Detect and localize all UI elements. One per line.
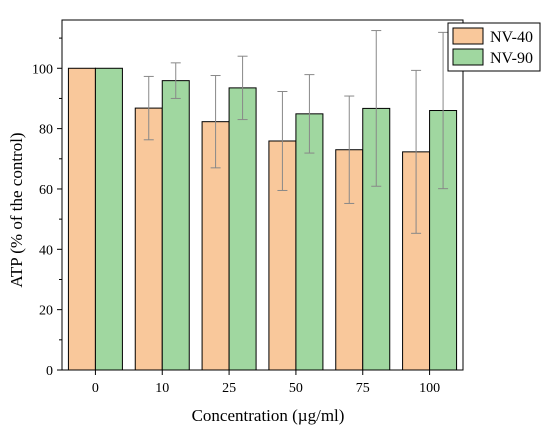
error-bar-nv-40-100 bbox=[411, 69, 422, 234]
error-bar-nv-40-25 bbox=[210, 75, 221, 169]
bars-layer bbox=[67, 67, 458, 371]
error-bar-nv-90-25 bbox=[237, 55, 248, 121]
y-tick-label-100: 100 bbox=[32, 62, 53, 77]
y-axis-label: ATP (% of the control) bbox=[7, 132, 26, 287]
error-bar-nv-90-100 bbox=[438, 31, 449, 190]
legend-swatch-nv-40 bbox=[452, 27, 484, 45]
error-bar-nv-40-75 bbox=[344, 95, 355, 204]
bar-nv-40-0 bbox=[67, 67, 96, 371]
error-bar-nv-90-75 bbox=[371, 30, 382, 187]
error-bar-nv-90-10 bbox=[170, 62, 181, 99]
x-tick-label-100: 100 bbox=[419, 381, 440, 396]
x-tick-label-50: 50 bbox=[289, 381, 303, 396]
y-tick-label-20: 20 bbox=[39, 304, 53, 319]
x-tick-label-25: 25 bbox=[222, 381, 236, 396]
error-bar-nv-90-50 bbox=[304, 74, 315, 154]
axes-layer: 0 10 25 50 75 100 0 20 40 60 80 100 bbox=[32, 19, 464, 396]
y-tick-label-80: 80 bbox=[39, 123, 53, 138]
x-tick-label-10: 10 bbox=[155, 381, 169, 396]
error-bars-layer bbox=[143, 30, 449, 234]
bar-nv-40-10 bbox=[134, 107, 163, 371]
y-tick-label-60: 60 bbox=[39, 183, 53, 198]
bar-nv-90-10 bbox=[161, 80, 190, 371]
legend-label-nv-40: NV-40 bbox=[490, 29, 533, 46]
x-tick-label-0: 0 bbox=[92, 381, 99, 396]
bar-nv-90-0 bbox=[94, 67, 123, 371]
plot-frame bbox=[61, 19, 464, 371]
legend-label-nv-90: NV-90 bbox=[490, 50, 533, 67]
x-axis-label: Concentration (µg/ml) bbox=[192, 406, 345, 425]
y-tick-label-0: 0 bbox=[46, 364, 53, 379]
bar-nv-90-25 bbox=[228, 87, 257, 371]
legend-swatch-nv-90 bbox=[452, 48, 484, 66]
error-bar-nv-40-10 bbox=[143, 75, 154, 141]
x-tick-label-75: 75 bbox=[356, 381, 370, 396]
error-bar-nv-40-50 bbox=[277, 91, 288, 191]
legend: NV-40 NV-90 bbox=[447, 22, 541, 72]
y-tick-label-40: 40 bbox=[39, 243, 53, 258]
